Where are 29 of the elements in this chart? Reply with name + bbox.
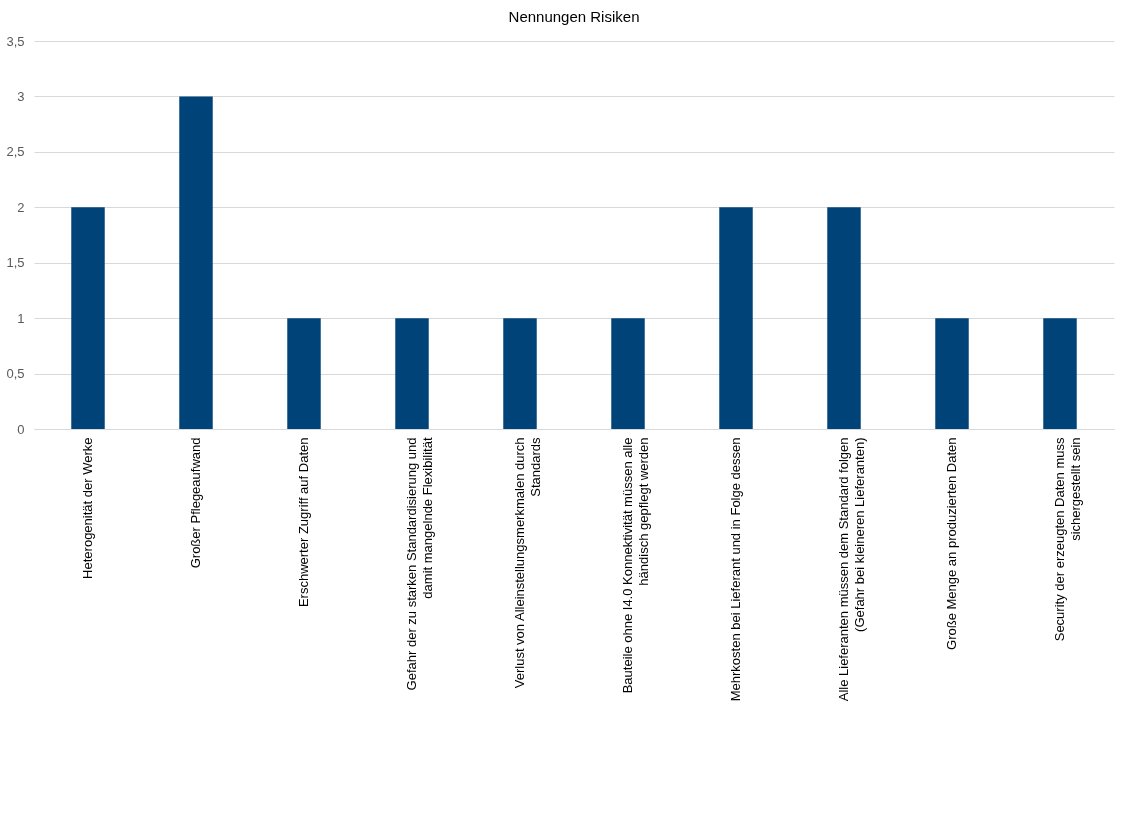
x-tick-label: Heterogenität der Werke bbox=[80, 437, 95, 579]
bar bbox=[827, 207, 861, 429]
y-tick-label: 1 bbox=[17, 310, 25, 326]
bar bbox=[179, 96, 213, 429]
y-tick-label: 0 bbox=[17, 421, 25, 437]
x-tick-label: Mehrkosten bei Lieferant und in Folge dessen bbox=[728, 437, 743, 702]
x-tick-label: Gefahr der zu starken Standardisierung und damit mangelnde Flexibilität bbox=[404, 437, 435, 691]
y-tick-label: 1,5 bbox=[6, 255, 25, 271]
y-tick-label: 2 bbox=[17, 199, 25, 215]
bar bbox=[287, 318, 321, 429]
x-tick-label: Erschwerter Zugriff auf Daten bbox=[296, 437, 311, 608]
x-tick-label: Große Menge an produzierten Daten bbox=[944, 437, 959, 650]
bar bbox=[935, 318, 969, 429]
chart-title: Nennungen Risiken bbox=[508, 8, 640, 25]
bar bbox=[395, 318, 429, 429]
x-tick-label: Großer Pflegeaufwand bbox=[188, 437, 203, 569]
x-tick-label: Bauteile ohne I4.0 Konnektivität müssen alle händisch gepflegt werden bbox=[620, 437, 651, 694]
y-tick-label: 2,5 bbox=[6, 144, 25, 160]
y-tick-label: 0,5 bbox=[6, 366, 25, 382]
x-tick-label: Alle Lieferanten müssen dem Standard folgen (Gefahr bei kleineren Lieferanten) bbox=[836, 437, 867, 702]
bar bbox=[719, 207, 753, 429]
y-tick-label: 3 bbox=[17, 88, 25, 104]
x-tick-label: Security der erzeugten Daten muss sichergestellt sein bbox=[1052, 437, 1083, 642]
bar bbox=[1043, 318, 1077, 429]
y-tick-label: 3,5 bbox=[6, 33, 25, 49]
x-tick-label: Verlust von Alleinstellungsmerkmalen durch Standards bbox=[512, 437, 543, 689]
bar bbox=[611, 318, 645, 429]
bar bbox=[503, 318, 537, 429]
bar bbox=[71, 207, 105, 429]
